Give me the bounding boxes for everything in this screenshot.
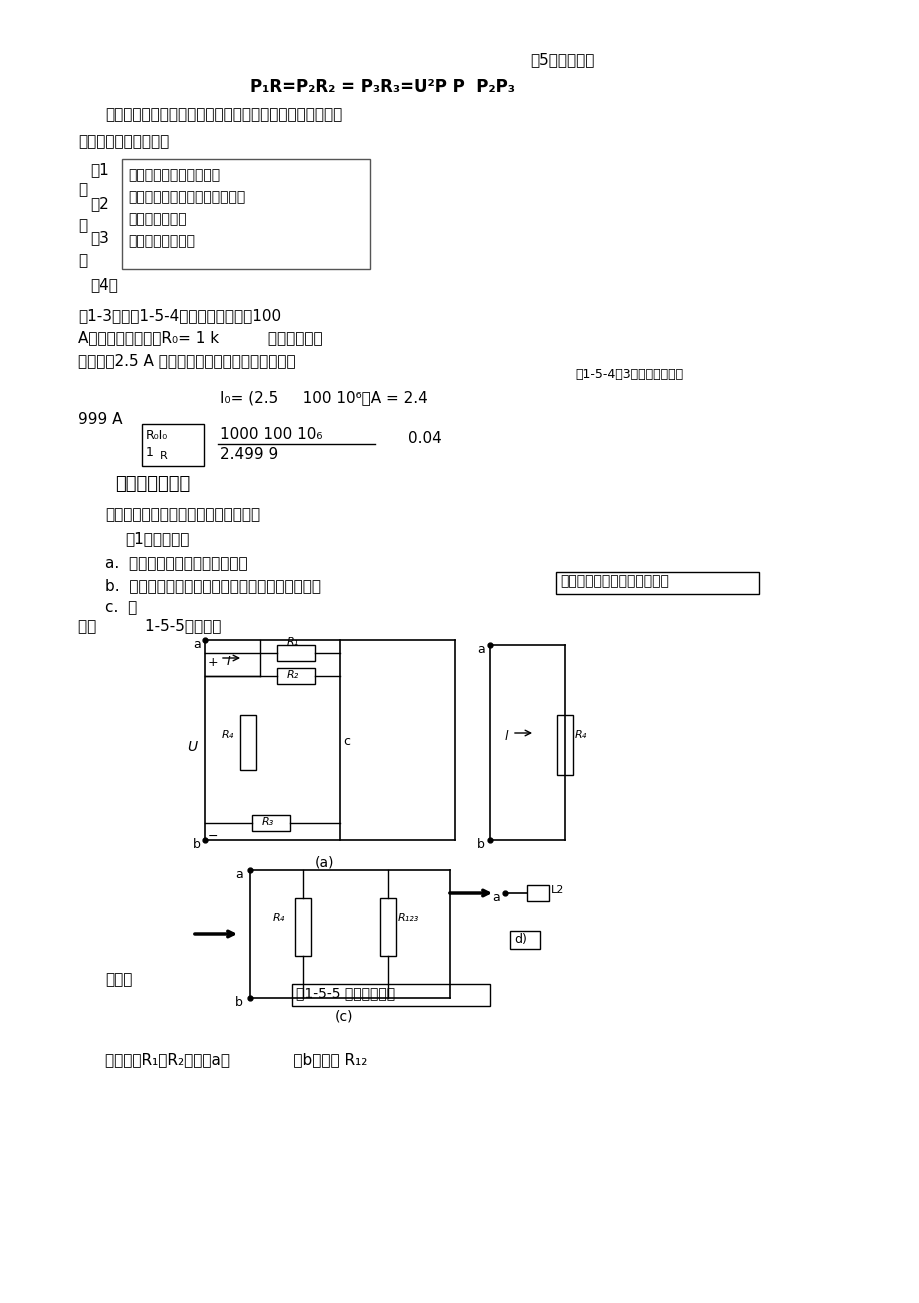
Bar	[122, 159, 369, 268]
Text: 1: 1	[146, 446, 153, 459]
Bar	[556, 715, 573, 775]
Text: I: I	[227, 655, 231, 668]
Text: 结论：并联电路中各个电阻消耗的功率与它的阻值成反比。: 结论：并联电路中各个电阻消耗的功率与它的阻值成反比。	[105, 107, 342, 122]
Text: 第一步：R₁、R₂并联（a）             （b），得 R₁₂: 第一步：R₁、R₂并联（a） （b），得 R₁₂	[105, 1052, 367, 1067]
Text: 图1-5-5 电阻混联电路: 图1-5-5 电阻混联电路	[296, 986, 394, 999]
Text: 2.499 9: 2.499 9	[220, 447, 278, 463]
Text: l: l	[505, 730, 508, 743]
Text: 定义：电阻既有串联又有并联的电路。: 定义：电阻既有串联又有并联的电路。	[105, 507, 260, 523]
Text: b.  方法：先计算各电阻串联和并联的等效电阻值，: b. 方法：先计算各电阻串联和并联的等效电阻值，	[105, 579, 321, 593]
Text: d): d)	[514, 933, 527, 946]
Text: R: R	[160, 451, 167, 461]
Text: c: c	[343, 735, 349, 748]
Text: 获得小阻值电阻：总电阻: 获得小阻值电阻：总电阻	[128, 168, 220, 182]
Bar	[277, 645, 314, 661]
Text: I₀= (2.5     100 10⁶）A = 2.4: I₀= (2.5 100 10⁶）A = 2.4	[220, 390, 427, 405]
Text: L2: L2	[550, 885, 563, 895]
Text: a.  目的：把电路进行等效变换。: a. 目的：把电路进行等效变换。	[105, 556, 247, 571]
Text: （5）功率分配: （5）功率分配	[529, 52, 594, 66]
Text: （1）化简电路: （1）化简电路	[125, 532, 189, 546]
Text: 再计算电路的总的等效电阻；: 再计算电路的总的等效电阻；	[560, 575, 668, 588]
Text: （2: （2	[90, 195, 108, 211]
Text: R₃: R₃	[262, 817, 274, 827]
Text: c.  步: c. 步	[105, 599, 137, 615]
Text: ）: ）	[78, 253, 87, 268]
Bar	[291, 984, 490, 1006]
Text: 、电阻混联电路: 、电阻混联电路	[115, 476, 190, 493]
Text: 骤：          1-5-5电路为例: 骤： 1-5-5电路为例	[78, 618, 221, 633]
Text: a: a	[193, 638, 200, 652]
Text: R₄: R₄	[221, 730, 234, 740]
Text: （3: （3	[90, 231, 108, 245]
Text: +: +	[208, 655, 219, 668]
Bar	[277, 668, 314, 684]
Text: (c): (c)	[335, 1010, 353, 1024]
Text: ）: ）	[78, 218, 87, 233]
Bar	[555, 572, 758, 594]
Text: 成能测量2.5 A 大的电流和电图表解问需要并联多: 成能测量2.5 A 大的电流和电图表解问需要并联多	[78, 353, 295, 367]
Bar	[295, 898, 311, 956]
Text: P₁R=P₂R₂ = P₃R₃=U²P P  P₂P₃: P₁R=P₂R₂ = P₃R₃=U²P P P₂P₃	[250, 78, 515, 96]
Text: ）: ）	[78, 182, 87, 197]
Text: 0.04: 0.04	[407, 431, 441, 446]
Text: b: b	[193, 838, 200, 851]
Bar	[252, 814, 289, 831]
Text: 以下图: 以下图	[105, 972, 132, 986]
Text: b: b	[476, 838, 484, 851]
Text: 1000 100 10₆: 1000 100 10₆	[220, 427, 322, 442]
Bar	[527, 885, 549, 900]
Text: （4）: （4）	[90, 278, 118, 292]
Text: 扩大电流表的量程: 扩大电流表的量程	[128, 235, 195, 248]
Text: （1: （1	[90, 162, 108, 177]
Text: b: b	[234, 995, 243, 1009]
Text: R₄: R₄	[273, 913, 285, 923]
Text: a: a	[492, 891, 499, 904]
Text: 999 A: 999 A	[78, 412, 122, 427]
Bar	[509, 932, 539, 949]
Text: R₁₂₃: R₁₂₃	[398, 913, 419, 923]
Bar	[142, 423, 204, 466]
Text: （二）并联电路的应用: （二）并联电路的应用	[78, 134, 169, 149]
Text: R₀I₀: R₀I₀	[146, 429, 168, 442]
Text: 分流：电流分配: 分流：电流分配	[128, 212, 187, 225]
Text: 例1-3：如图1-5-4所示，最大量程为100: 例1-3：如图1-5-4所示，最大量程为100	[78, 308, 281, 323]
Text: R₄: R₄	[574, 730, 586, 740]
Text: U: U	[187, 740, 197, 754]
Text: a: a	[476, 642, 484, 655]
Text: (a): (a)	[314, 855, 335, 869]
Bar	[240, 715, 255, 770]
Text: 图1-5-4例3并联电路的应用: 图1-5-4例3并联电路的应用	[574, 367, 683, 380]
Text: R₂: R₂	[287, 670, 299, 680]
Text: −: −	[208, 830, 219, 843]
Text: R₁: R₁	[287, 637, 299, 648]
Text: a: a	[234, 868, 243, 881]
Text: A的表头，线圈内阻R₀= 1 k          ，如将它扩大: A的表头，线圈内阻R₀= 1 k ，如将它扩大	[78, 330, 323, 345]
Bar	[380, 898, 395, 956]
Text: 增大电路电流和功率：串并结合: 增大电路电流和功率：串并结合	[128, 190, 245, 205]
